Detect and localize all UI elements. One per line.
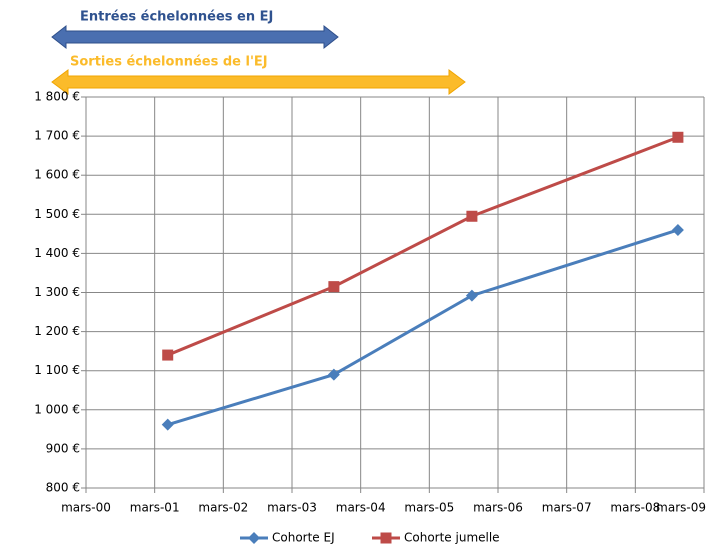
data-point	[328, 281, 340, 293]
data-point	[671, 223, 684, 236]
legend-marker	[380, 532, 392, 544]
x-tick-label: mars-05	[404, 501, 454, 515]
x-tick-label: mars-07	[542, 501, 592, 515]
y-tick-label: 1 200 €	[34, 324, 80, 338]
series-line	[167, 228, 679, 427]
x-tick-label: mars-00	[61, 501, 111, 515]
series-line	[167, 135, 679, 357]
y-tick-label: 1 500 €	[34, 207, 80, 221]
data-point	[465, 289, 478, 302]
x-tick-label: mars-04	[336, 501, 386, 515]
data-point	[327, 368, 340, 381]
x-tick-label: mars-01	[130, 501, 180, 515]
y-tick-label: 1 300 €	[34, 285, 80, 299]
y-tick-label: 1 400 €	[34, 246, 80, 260]
y-tick-label: 900 €	[46, 441, 80, 455]
x-tick-label: mars-09	[656, 501, 706, 515]
data-point	[466, 210, 478, 222]
y-tick-label: 1 800 €	[34, 90, 80, 104]
data-point	[161, 418, 174, 431]
x-tick-label: mars-08	[610, 501, 660, 515]
arrow-entries	[51, 24, 339, 50]
y-tick-label: 1 100 €	[34, 363, 80, 377]
legend-label: Cohorte EJ	[272, 531, 335, 545]
y-tick-label: 1 000 €	[34, 402, 80, 416]
x-tick-label: mars-02	[198, 501, 248, 515]
legend-marker	[248, 532, 260, 544]
arrow-exits	[51, 69, 466, 95]
y-tick-label: 800 €	[46, 481, 80, 495]
data-point	[672, 131, 684, 143]
annotation: Sorties échelonnées de l'EJ	[70, 55, 268, 70]
y-tick-label: 1 700 €	[34, 129, 80, 143]
legend-label: Cohorte jumelle	[404, 531, 500, 545]
x-tick-label: mars-06	[473, 501, 523, 515]
annotation: Entrées échelonnées en EJ	[80, 10, 273, 25]
x-tick-label: mars-03	[267, 501, 317, 515]
data-point	[162, 349, 174, 361]
y-tick-label: 1 600 €	[34, 168, 80, 182]
